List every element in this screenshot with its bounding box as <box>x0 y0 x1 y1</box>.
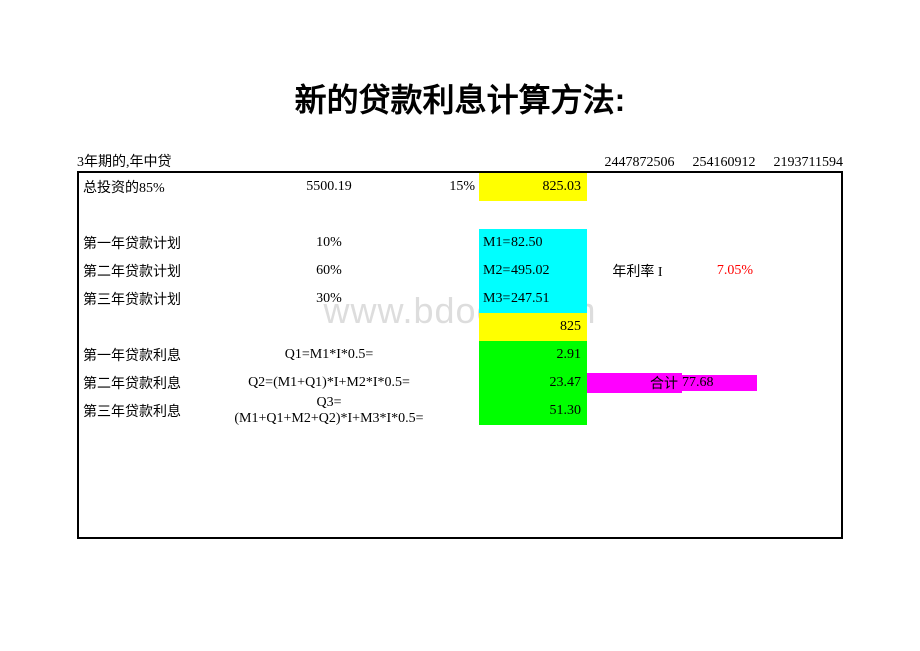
investment-label: 总投资的85% <box>79 177 224 197</box>
loan-plan-row-2: 第二年贷款计划 60% M2= 495.02 年利率 I 7.05% <box>79 257 841 285</box>
loan-plan-3-pct: 30% <box>224 291 434 307</box>
total-label: 合计 <box>587 373 682 393</box>
interest-row-2: 第二年贷款利息 Q2=(M1+Q1)*I+M2*I*0.5= 23.47 合计 … <box>79 369 841 397</box>
loan-plan-3-label: 第三年贷款计划 <box>79 289 224 309</box>
interest-2-label: 第二年贷款利息 <box>79 373 224 393</box>
interest-2-formula: Q2=(M1+Q1)*I+M2*I*0.5= <box>224 375 434 391</box>
main-table: 总投资的85% 5500.19 15% 825.03 第一年贷款计划 10% M… <box>77 171 843 539</box>
loan-plan-1-m: M1= 82.50 <box>479 229 587 257</box>
loan-plan-row-3: 第三年贷款计划 30% M3= 247.51 <box>79 285 841 313</box>
interest-1-label: 第一年贷款利息 <box>79 345 224 365</box>
interest-row-3: 第三年贷款利息 Q3=(M1+Q1+M2+Q2)*I+M3*I*0.5= 51.… <box>79 397 841 425</box>
m2-value: 495.02 <box>511 257 581 285</box>
investment-value: 5500.19 <box>224 179 434 195</box>
interest-1-value: 2.91 <box>479 341 587 369</box>
rate-label: 年利率 I <box>587 261 682 281</box>
header-number-3: 2193711594 <box>774 155 843 171</box>
header-number-1: 2447872506 <box>605 155 675 171</box>
header-left-text: 3年期的,年中贷 <box>77 151 172 171</box>
rate-value: 7.05% <box>682 263 757 279</box>
m3-prefix: M3= <box>483 285 511 313</box>
loan-plan-3-m: M3= 247.51 <box>479 285 587 313</box>
page-title: 新的贷款利息计算方法: <box>0 0 920 121</box>
interest-1-formula: Q1=M1*I*0.5= <box>224 347 434 363</box>
investment-row: 总投资的85% 5500.19 15% 825.03 <box>79 173 841 201</box>
interest-3-formula: Q3=(M1+Q1+M2+Q2)*I+M3*I*0.5= <box>224 395 434 427</box>
loan-plan-2-pct: 60% <box>224 263 434 279</box>
m2-prefix: M2= <box>483 257 511 285</box>
loan-plan-1-label: 第一年贷款计划 <box>79 233 224 253</box>
loan-plan-1-pct: 10% <box>224 235 434 251</box>
loan-plan-2-label: 第二年贷款计划 <box>79 261 224 281</box>
header-numbers: 2447872506 254160912 2193711594 <box>605 155 843 171</box>
interest-row-1: 第一年贷款利息 Q1=M1*I*0.5= 2.91 <box>79 341 841 369</box>
total-value: 77.68 <box>682 375 757 391</box>
interest-2-value: 23.47 <box>479 369 587 397</box>
m1-prefix: M1= <box>483 229 511 257</box>
loan-plan-row-1: 第一年贷款计划 10% M1= 82.50 <box>79 229 841 257</box>
header-row: 3年期的,年中贷 2447872506 254160912 2193711594 <box>0 151 920 171</box>
interest-3-value: 51.30 <box>479 397 587 425</box>
header-number-2: 254160912 <box>693 155 756 171</box>
m3-value: 247.51 <box>511 285 581 313</box>
investment-amount: 825.03 <box>479 173 587 201</box>
m1-value: 82.50 <box>511 229 581 257</box>
interest-3-label: 第三年贷款利息 <box>79 401 224 421</box>
investment-pct: 15% <box>434 179 479 195</box>
sum-row: 825 <box>79 313 841 341</box>
sum-825: 825 <box>479 313 587 341</box>
loan-plan-2-m: M2= 495.02 <box>479 257 587 285</box>
